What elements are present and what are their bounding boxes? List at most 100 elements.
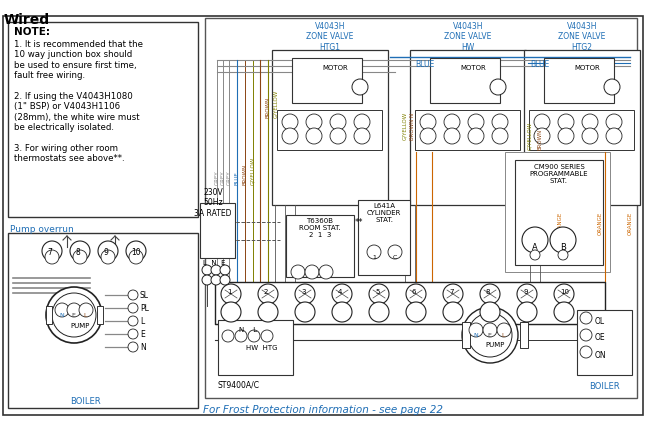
Text: BROWN: BROWN bbox=[265, 97, 270, 118]
Circle shape bbox=[582, 128, 598, 144]
Bar bbox=[46, 306, 52, 324]
Text: Wired: Wired bbox=[4, 13, 50, 27]
Circle shape bbox=[558, 250, 568, 260]
Bar bbox=[292, 58, 362, 103]
Circle shape bbox=[202, 275, 212, 285]
Text: 230V
50Hz
3A RATED: 230V 50Hz 3A RATED bbox=[194, 188, 232, 218]
Circle shape bbox=[211, 275, 221, 285]
Circle shape bbox=[517, 302, 537, 322]
Text: 2: 2 bbox=[264, 289, 269, 295]
Text: 7: 7 bbox=[449, 289, 454, 295]
Circle shape bbox=[468, 114, 484, 130]
Text: N    L: N L bbox=[239, 327, 257, 333]
Text: G/YELLOW: G/YELLOW bbox=[274, 90, 278, 118]
Bar bbox=[430, 58, 500, 103]
Text: 1. It is recommended that the
10 way junction box should
be used to ensure first: 1. It is recommended that the 10 way jun… bbox=[14, 40, 143, 163]
Text: HW  HTG: HW HTG bbox=[247, 345, 278, 351]
Bar bbox=[577, 310, 632, 375]
Circle shape bbox=[580, 346, 592, 358]
Circle shape bbox=[101, 250, 115, 264]
Circle shape bbox=[517, 284, 537, 304]
Circle shape bbox=[211, 265, 221, 275]
Circle shape bbox=[261, 330, 273, 342]
Circle shape bbox=[604, 79, 620, 95]
Bar bbox=[524, 50, 640, 205]
Text: OL: OL bbox=[595, 316, 605, 325]
Text: E: E bbox=[140, 330, 145, 339]
Bar bbox=[505, 152, 610, 272]
Text: BLUE: BLUE bbox=[415, 60, 434, 69]
Text: ST9400A/C: ST9400A/C bbox=[218, 380, 260, 389]
Text: V4043H
ZONE VALVE
HW: V4043H ZONE VALVE HW bbox=[444, 22, 492, 52]
Circle shape bbox=[534, 114, 550, 130]
Circle shape bbox=[330, 114, 346, 130]
Circle shape bbox=[42, 241, 62, 261]
Text: G/YELLOW: G/YELLOW bbox=[250, 157, 256, 185]
Circle shape bbox=[354, 128, 370, 144]
Circle shape bbox=[222, 330, 234, 342]
Text: ORANGE: ORANGE bbox=[597, 212, 602, 235]
Text: B: B bbox=[560, 243, 566, 252]
Circle shape bbox=[483, 323, 497, 337]
Text: L: L bbox=[501, 333, 505, 338]
Circle shape bbox=[258, 302, 278, 322]
Circle shape bbox=[554, 302, 574, 322]
Circle shape bbox=[606, 128, 622, 144]
Circle shape bbox=[492, 114, 508, 130]
Circle shape bbox=[282, 114, 298, 130]
Text: NOTE:: NOTE: bbox=[14, 27, 50, 37]
Circle shape bbox=[480, 284, 500, 304]
Circle shape bbox=[79, 303, 93, 317]
Text: ON: ON bbox=[595, 351, 607, 360]
Circle shape bbox=[128, 329, 138, 339]
Circle shape bbox=[128, 303, 138, 313]
Circle shape bbox=[128, 342, 138, 352]
Circle shape bbox=[444, 114, 460, 130]
Circle shape bbox=[330, 128, 346, 144]
Bar bbox=[277, 110, 382, 150]
Circle shape bbox=[490, 79, 506, 95]
Text: 10: 10 bbox=[560, 289, 569, 295]
Text: N: N bbox=[473, 333, 477, 338]
Circle shape bbox=[70, 241, 90, 261]
Bar bbox=[358, 200, 410, 275]
Circle shape bbox=[367, 245, 381, 259]
Bar bbox=[544, 58, 614, 103]
Bar bbox=[205, 18, 637, 398]
Bar bbox=[97, 306, 103, 324]
Circle shape bbox=[282, 128, 298, 144]
Bar bbox=[410, 50, 526, 205]
Text: BROWN N: BROWN N bbox=[410, 113, 415, 140]
Circle shape bbox=[480, 302, 500, 322]
Circle shape bbox=[221, 284, 241, 304]
Text: GREY: GREY bbox=[215, 170, 219, 185]
Text: C: C bbox=[393, 255, 397, 260]
Text: G/YELLOW: G/YELLOW bbox=[527, 122, 532, 150]
Circle shape bbox=[129, 250, 143, 264]
Text: BROWN: BROWN bbox=[538, 129, 542, 150]
Text: Pump overrun: Pump overrun bbox=[10, 225, 74, 234]
Bar bbox=[529, 110, 634, 150]
Text: 3: 3 bbox=[301, 289, 305, 295]
Bar bbox=[520, 322, 528, 348]
Circle shape bbox=[420, 114, 436, 130]
Circle shape bbox=[406, 302, 426, 322]
Text: L: L bbox=[140, 317, 144, 326]
Circle shape bbox=[332, 284, 352, 304]
Text: MOTOR: MOTOR bbox=[460, 65, 486, 71]
Circle shape bbox=[319, 265, 333, 279]
Circle shape bbox=[306, 114, 322, 130]
Circle shape bbox=[580, 312, 592, 324]
Circle shape bbox=[295, 284, 315, 304]
Circle shape bbox=[128, 316, 138, 326]
Text: V4043H
ZONE VALVE
HTG1: V4043H ZONE VALVE HTG1 bbox=[306, 22, 354, 52]
Circle shape bbox=[582, 114, 598, 130]
Text: 9: 9 bbox=[103, 248, 108, 257]
Text: 1: 1 bbox=[372, 255, 376, 260]
Circle shape bbox=[55, 303, 69, 317]
Text: MOTOR: MOTOR bbox=[322, 65, 348, 71]
Circle shape bbox=[258, 284, 278, 304]
Circle shape bbox=[462, 307, 518, 363]
Circle shape bbox=[468, 313, 512, 357]
Text: E: E bbox=[71, 313, 75, 318]
